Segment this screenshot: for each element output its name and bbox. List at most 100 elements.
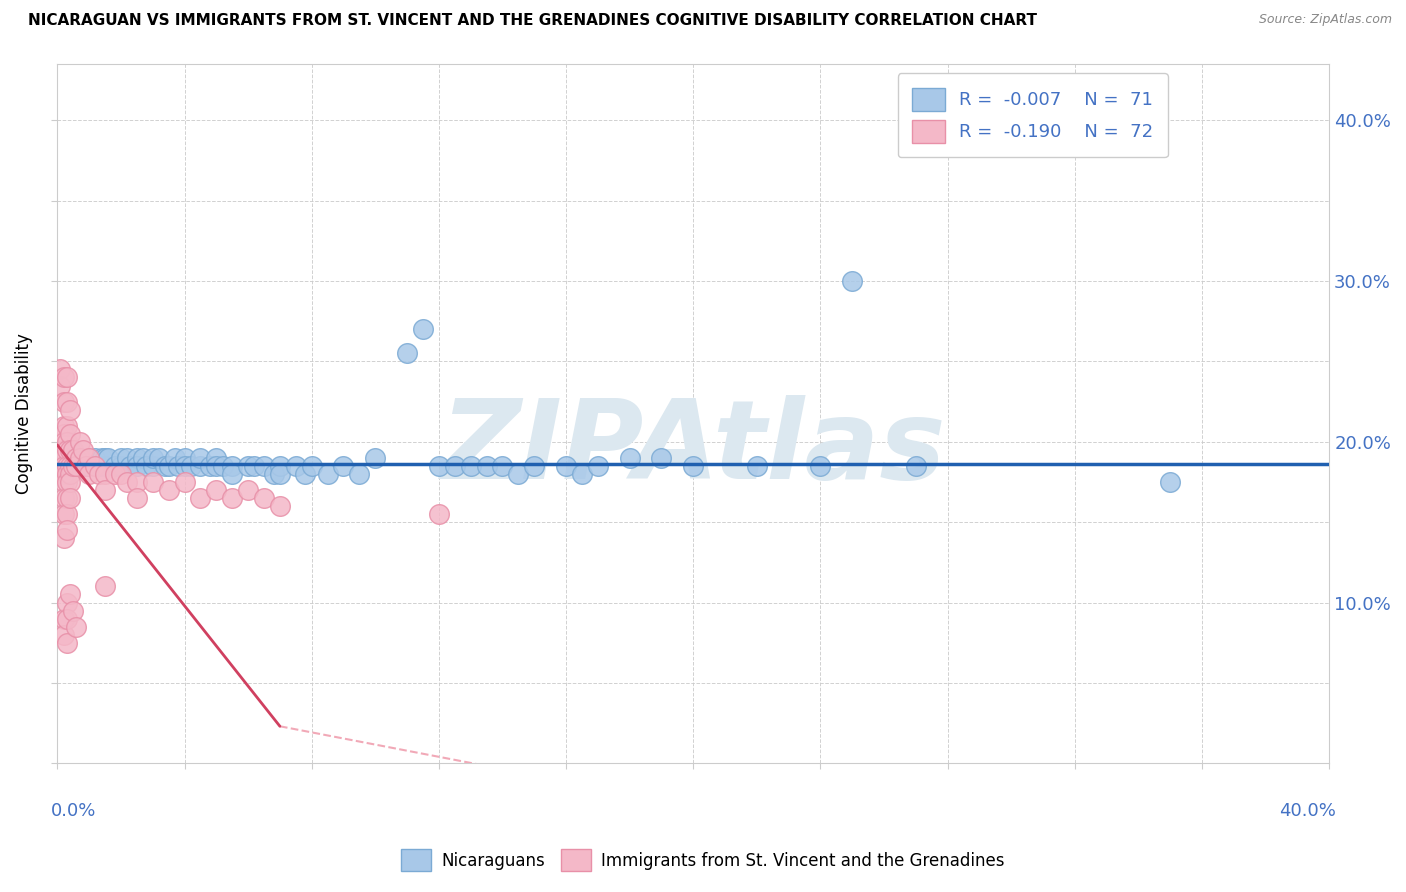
Point (205, 458, 228, 473)
Point (52, 394, 75, 409)
Point (65, 450, 87, 465)
Point (52, 531, 75, 545)
Point (56, 370, 79, 384)
Point (65, 619, 87, 633)
Point (56, 475, 79, 489)
Point (125, 450, 148, 465)
Point (52, 418, 75, 433)
Point (269, 458, 291, 473)
Text: 40.0%: 40.0% (1278, 802, 1336, 820)
Point (56, 611, 79, 625)
Point (52, 507, 75, 521)
Point (77, 458, 100, 473)
Point (62, 442, 84, 457)
Point (427, 458, 450, 473)
Point (253, 458, 276, 473)
Point (332, 458, 354, 473)
Point (56, 523, 79, 537)
Point (52, 475, 75, 489)
Point (49, 378, 72, 392)
Point (650, 450, 672, 465)
Point (508, 467, 530, 481)
Point (155, 458, 177, 473)
Point (75, 458, 97, 473)
Point (253, 491, 276, 505)
Point (221, 467, 243, 481)
Point (52, 370, 75, 384)
Point (412, 322, 434, 336)
Point (94, 467, 117, 481)
Point (427, 507, 450, 521)
Point (56, 394, 79, 409)
Point (117, 450, 139, 465)
Point (117, 475, 139, 489)
Point (94, 483, 117, 497)
Point (56, 507, 79, 521)
Point (59, 426, 82, 441)
Point (125, 458, 148, 473)
Point (52, 458, 75, 473)
Point (443, 458, 465, 473)
Point (1159, 475, 1181, 489)
Point (103, 458, 125, 473)
Point (90, 450, 112, 465)
Point (236, 483, 259, 497)
Point (59, 475, 82, 489)
Point (167, 458, 190, 473)
Point (148, 450, 170, 465)
Point (205, 483, 228, 497)
Point (571, 467, 593, 481)
Point (810, 458, 832, 473)
Point (173, 458, 195, 473)
Point (190, 491, 212, 505)
Point (904, 458, 927, 473)
Point (56, 442, 79, 457)
Point (316, 467, 339, 481)
Y-axis label: Cognitive Disability: Cognitive Disability (15, 334, 32, 494)
Point (56, 636, 79, 650)
Point (52, 434, 75, 449)
Point (110, 458, 132, 473)
Point (69, 450, 91, 465)
Point (263, 467, 285, 481)
Point (269, 467, 291, 481)
Point (555, 458, 578, 473)
Point (62, 458, 84, 473)
Point (52, 491, 75, 505)
Point (221, 458, 243, 473)
Point (460, 458, 482, 473)
Point (56, 595, 79, 609)
Point (59, 467, 82, 481)
Point (301, 458, 323, 473)
Point (349, 467, 371, 481)
Point (77, 467, 100, 481)
Text: NICARAGUAN VS IMMIGRANTS FROM ST. VINCENT AND THE GRENADINES COGNITIVE DISABILIT: NICARAGUAN VS IMMIGRANTS FROM ST. VINCEN… (28, 13, 1038, 29)
Point (103, 467, 125, 481)
Point (56, 467, 79, 481)
Point (52, 467, 75, 481)
Point (221, 491, 243, 505)
Point (52, 450, 75, 465)
Point (84, 450, 107, 465)
Text: 0.0%: 0.0% (51, 802, 97, 820)
Point (52, 426, 75, 441)
Point (157, 483, 180, 497)
Point (120, 458, 142, 473)
Point (269, 499, 291, 513)
Point (110, 467, 132, 481)
Point (523, 458, 546, 473)
Point (77, 450, 100, 465)
Point (59, 402, 82, 417)
Point (56, 418, 79, 433)
Point (682, 458, 704, 473)
Point (52, 611, 75, 625)
Point (190, 450, 212, 465)
Point (211, 458, 233, 473)
Point (65, 458, 87, 473)
Point (841, 274, 863, 288)
Point (142, 458, 165, 473)
Point (173, 450, 195, 465)
Point (142, 475, 165, 489)
Point (59, 458, 82, 473)
Legend: Nicaraguans, Immigrants from St. Vincent and the Grenadines: Nicaraguans, Immigrants from St. Vincent… (392, 841, 1014, 880)
